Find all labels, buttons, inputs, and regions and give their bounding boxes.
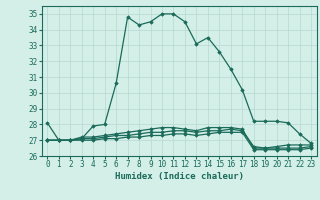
X-axis label: Humidex (Indice chaleur): Humidex (Indice chaleur) [115,172,244,181]
